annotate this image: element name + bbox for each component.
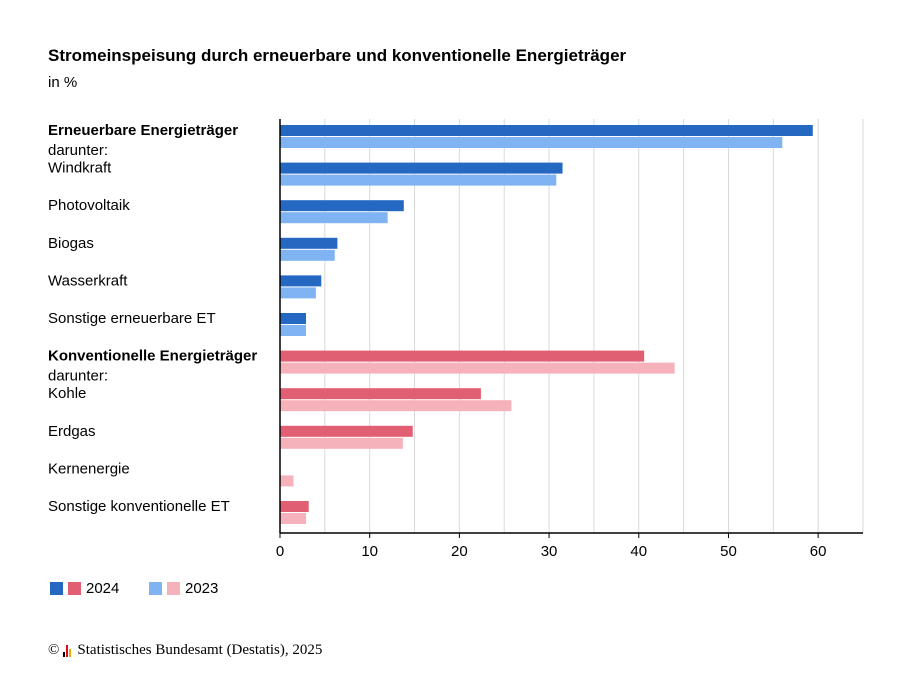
category-label: Photovoltaik: [48, 197, 130, 214]
x-tick-label: 20: [451, 543, 468, 560]
x-tick-label: 60: [810, 543, 827, 560]
category-sublabel: darunter:: [48, 142, 108, 159]
x-tick-label: 0: [276, 543, 284, 560]
bar-konventionelle-energietr-ger-2024: [280, 350, 645, 362]
bar-kernenergie-2023: [280, 475, 294, 487]
bar-erneuerbare-energietr-ger-2024: [280, 125, 813, 136]
bar-sonstige-erneuerbare-et-2024: [280, 313, 307, 324]
category-label: Sonstige erneuerbare ET: [48, 310, 216, 327]
category-label: Windkraft: [48, 160, 112, 177]
category-label: Wasserkraft: [48, 272, 128, 289]
x-tick-label: 40: [630, 543, 647, 560]
bar-wasserkraft-2023: [280, 287, 316, 299]
bar-erdgas-2023: [280, 437, 403, 449]
x-tick-label: 10: [361, 543, 378, 560]
legend-swatch-renewable-2024: [50, 582, 63, 595]
bar-photovoltaik-2023: [280, 212, 388, 224]
legend-label-2024: 2024: [86, 580, 120, 597]
bar-sonstige-konventionelle-et-2024: [280, 501, 309, 512]
legend-label-2023: 2023: [185, 580, 219, 597]
copyright-symbol: ©: [48, 642, 60, 658]
legend-swatch-conventional-2023: [167, 582, 180, 595]
bar-kohle-2024: [280, 388, 481, 400]
category-label: Erneuerbare Energieträger: [48, 122, 238, 139]
x-tick-label: 30: [541, 543, 558, 560]
bar-konventionelle-energietr-ger-2023: [280, 362, 675, 374]
legend-swatch-renewable-2023: [149, 582, 162, 595]
bar-sonstige-konventionelle-et-2023: [280, 513, 307, 524]
chart-subtitle: in %: [48, 74, 78, 91]
bar-windkraft-2024: [280, 162, 563, 174]
destatis-logo-icon: [63, 644, 72, 657]
category-label: Konventionelle Energieträger: [48, 348, 257, 365]
bar-biogas-2024: [280, 237, 338, 249]
bar-erdgas-2024: [280, 425, 413, 437]
bar-sonstige-erneuerbare-et-2023: [280, 325, 307, 336]
source-text: Statistisches Bundesamt (Destatis), 2025: [77, 642, 323, 658]
category-label: Kernenergie: [48, 460, 130, 477]
legend-swatch-conventional-2024: [68, 582, 81, 595]
bar-windkraft-2023: [280, 174, 557, 186]
bar-kohle-2023: [280, 400, 512, 412]
bar-chart: Erneuerbare Energieträgerdarunter:Windkr…: [48, 119, 864, 560]
bar-biogas-2023: [280, 249, 335, 261]
chart-title: Stromeinspeisung durch erneuerbare und k…: [48, 46, 627, 65]
bar-wasserkraft-2024: [280, 275, 322, 287]
category-sublabel: darunter:: [48, 368, 108, 385]
source-footer: © Statistisches Bundesamt (Destatis), 20…: [48, 642, 322, 659]
category-label: Sonstige konventionelle ET: [48, 498, 230, 515]
category-label: Kohle: [48, 385, 86, 402]
category-label: Erdgas: [48, 423, 96, 440]
legend-item-2023: 2023: [149, 580, 218, 597]
category-label: Biogas: [48, 235, 94, 252]
bar-photovoltaik-2024: [280, 200, 404, 212]
legend-item-2024: 2024: [50, 580, 119, 597]
x-tick-label: 50: [720, 543, 737, 560]
bar-erneuerbare-energietr-ger-2023: [280, 137, 783, 148]
